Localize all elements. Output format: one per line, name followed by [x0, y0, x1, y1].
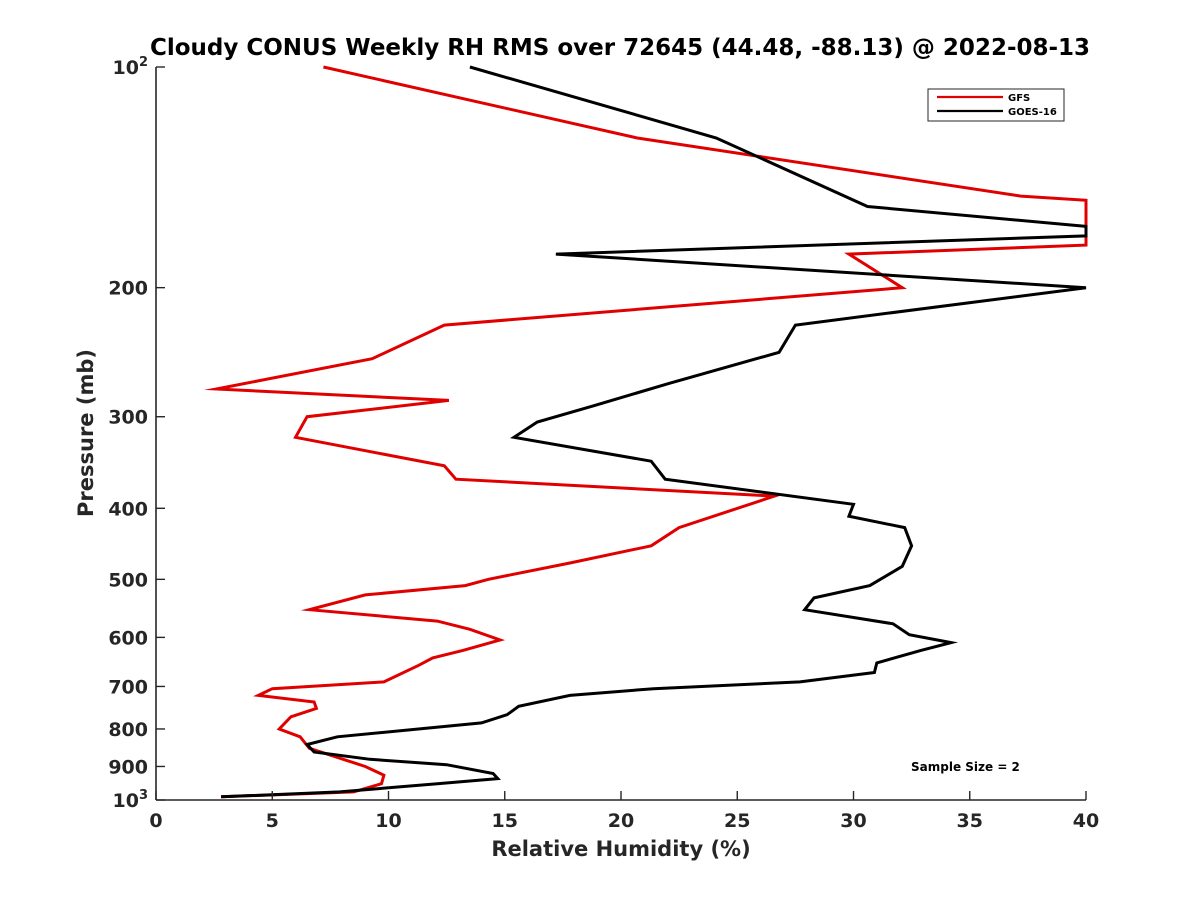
- plot-area: [156, 67, 1086, 800]
- series-layer: [203, 65, 1088, 799]
- legend: GFS GOES-16: [927, 88, 1065, 122]
- y-tick-label: 700: [108, 676, 148, 698]
- y-tick-label: 500: [108, 569, 148, 591]
- x-tick-label: 0: [149, 810, 162, 832]
- x-tick-label: 40: [1073, 810, 1099, 832]
- y-axis-label: Pressure (mb): [74, 349, 98, 517]
- y-tick-label: 600: [108, 627, 148, 649]
- sample-size-annotation: Sample Size = 2: [911, 760, 1020, 774]
- x-tick-label: 10: [375, 810, 401, 832]
- y-tick-label: 300: [108, 407, 148, 429]
- series-line-goes16: [221, 65, 1088, 799]
- legend-label-goes16: GOES-16: [1008, 107, 1057, 118]
- chart-title: Cloudy CONUS Weekly RH RMS over 72645 (4…: [150, 35, 1090, 61]
- legend-label-gfs: GFS: [1008, 93, 1030, 104]
- x-axis-ticks: 0 5 10 15 20 25 30 35 40: [149, 791, 1099, 832]
- x-tick-label: 15: [492, 810, 518, 832]
- y-axis-ticks: 102 200 300 400 500 600 700 800 900 103: [108, 55, 165, 812]
- x-tick-label: 20: [608, 810, 634, 832]
- series-line-gfs: [203, 65, 1088, 799]
- y-tick-label: 102: [113, 55, 149, 79]
- x-tick-label: 25: [724, 810, 750, 832]
- x-axis-label: Relative Humidity (%): [491, 837, 750, 861]
- y-tick-label: 200: [108, 278, 148, 300]
- x-tick-label: 30: [840, 810, 866, 832]
- y-tick-label: 103: [113, 788, 149, 812]
- x-tick-label: 35: [957, 810, 983, 832]
- legend-box: [927, 88, 1065, 122]
- y-tick-label: 800: [108, 719, 148, 741]
- y-tick-label: 400: [108, 498, 148, 520]
- y-tick-label: 900: [108, 756, 148, 778]
- x-tick-label: 5: [266, 810, 279, 832]
